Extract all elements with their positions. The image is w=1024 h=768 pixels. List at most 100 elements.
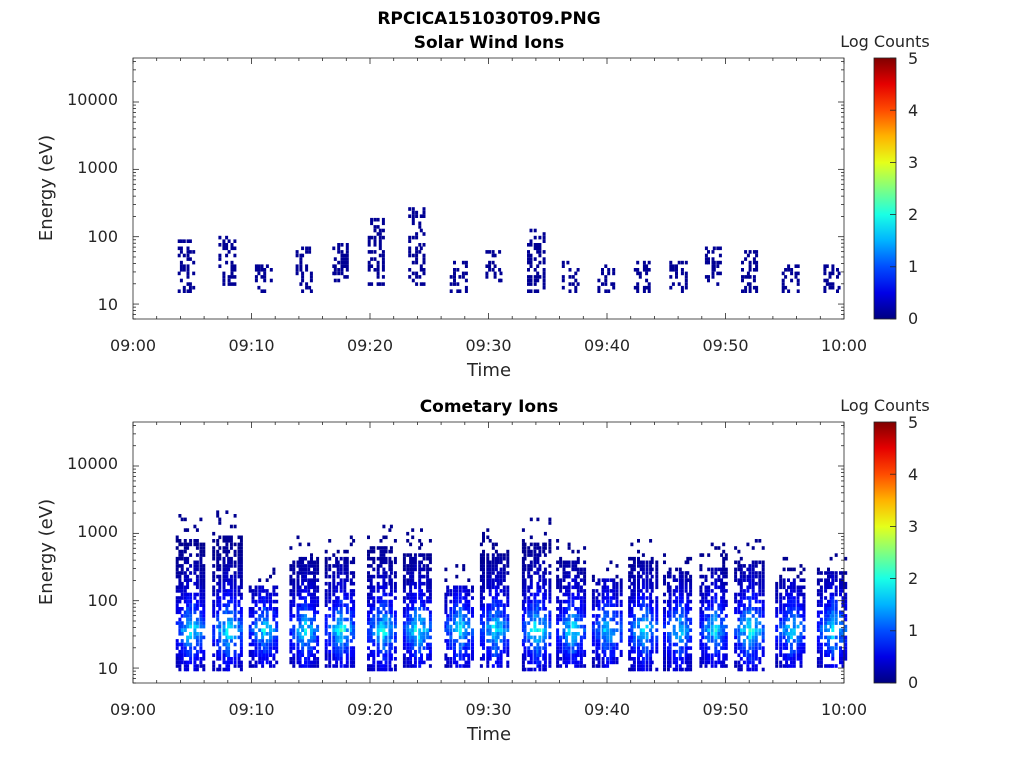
spectrogram-cell: [444, 607, 448, 611]
spectrogram-cell: [462, 614, 466, 618]
spectrogram-cell: [789, 646, 793, 650]
spectrogram-cell: [299, 268, 303, 272]
spectrogram-cell: [202, 596, 206, 600]
spectrogram-cell: [332, 607, 336, 611]
spectrogram-cell: [737, 653, 741, 657]
spectrogram-cell: [258, 660, 262, 665]
spectrogram-cell: [533, 257, 537, 261]
spectrogram-cell: [316, 560, 320, 565]
spectrogram-cell: [402, 607, 406, 611]
spectrogram-cell: [529, 264, 533, 268]
spectrogram-cell: [751, 614, 755, 618]
spectrogram-cell: [724, 642, 728, 647]
spectrogram-cell: [349, 624, 353, 629]
spectrogram-cell: [269, 642, 272, 647]
spectrogram-cell: [799, 603, 803, 607]
spectrogram-cell: [796, 271, 800, 276]
spectrogram-cell: [227, 635, 231, 640]
spectrogram-cell: [307, 624, 311, 629]
spectrogram-cell: [710, 603, 714, 607]
spectrogram-cell: [186, 253, 190, 258]
spectrogram-cell: [567, 646, 571, 650]
spectrogram-cell: [336, 560, 340, 565]
spectrogram-cell: [678, 657, 682, 661]
spectrogram-cell: [714, 610, 718, 615]
spectrogram-cell: [345, 556, 349, 561]
spectrogram-cell: [841, 599, 845, 604]
spectrogram-cell: [409, 639, 413, 643]
spectrogram-cell: [212, 592, 216, 597]
spectrogram-cell: [601, 599, 605, 604]
spectrogram-cell: [799, 657, 803, 661]
spectrogram-cell: [548, 599, 552, 604]
spectrogram-cell: [655, 610, 659, 615]
spectrogram-cell: [409, 553, 413, 557]
spectrogram-cell: [707, 607, 711, 611]
spectrogram-cell: [628, 574, 632, 579]
spectrogram-cell: [372, 657, 376, 661]
spectrogram-cell: [389, 621, 393, 625]
spectrogram-cell: [680, 614, 684, 618]
spectrogram-cell: [542, 546, 546, 550]
x-tick-label: 10:00: [821, 336, 867, 355]
spectrogram-cell: [669, 285, 673, 290]
x-tick-label: 09:40: [584, 700, 630, 719]
spectrogram-cell: [834, 664, 838, 668]
spectrogram-cell: [521, 657, 525, 661]
spectrogram-cell: [562, 564, 566, 568]
spectrogram-cell: [218, 564, 222, 568]
spectrogram-cell: [689, 599, 693, 604]
spectrogram-cell: [714, 635, 718, 640]
spectrogram-cell: [316, 589, 320, 593]
spectrogram-cell: [422, 639, 426, 643]
spectrogram-cell: [453, 592, 456, 597]
spectrogram-cell: [178, 617, 182, 622]
spectrogram-cell: [411, 653, 415, 657]
spectrogram-cell: [816, 567, 820, 572]
spectrogram-cell: [251, 596, 255, 600]
spectrogram-cell: [754, 617, 758, 622]
spectrogram-cell: [193, 539, 197, 543]
spectrogram-cell: [612, 268, 616, 272]
spectrogram-cell: [527, 549, 531, 554]
spectrogram-cell: [603, 614, 607, 618]
spectrogram-cell: [606, 624, 610, 629]
spectrogram-cell: [339, 628, 343, 632]
spectrogram-cell: [301, 649, 305, 654]
spectrogram-cell: [615, 599, 619, 604]
spectrogram-cell: [574, 271, 578, 276]
spectrogram-cell: [382, 574, 386, 579]
spectrogram-cell: [680, 624, 684, 629]
spectrogram-cell: [668, 657, 672, 661]
spectrogram-cell: [499, 657, 503, 661]
spectrogram-cell: [819, 578, 823, 582]
spectrogram-cell: [686, 556, 690, 561]
spectrogram-cell: [649, 653, 653, 657]
spectrogram-cell: [494, 564, 498, 568]
spectrogram-cell: [748, 660, 752, 665]
spectrogram-cell: [655, 599, 659, 604]
spectrogram-cell: [225, 649, 229, 654]
spectrogram-cell: [453, 639, 456, 643]
spectrogram-cell: [192, 285, 196, 290]
spectrogram-cell: [675, 642, 679, 647]
spectrogram-cell: [310, 560, 313, 565]
spectrogram-cell: [340, 271, 344, 276]
spectrogram-cell: [601, 268, 604, 272]
spectrogram-cell: [458, 589, 462, 593]
spectrogram-cell: [714, 632, 718, 636]
spectrogram-cell: [352, 632, 356, 636]
spectrogram-cell: [538, 599, 542, 604]
spectrogram-cell: [352, 621, 356, 625]
spectrogram-cell: [604, 275, 608, 279]
spectrogram-cell: [339, 660, 343, 665]
spectrogram-cell: [718, 271, 722, 276]
spectrogram-cell: [663, 553, 666, 557]
spectrogram-cell: [239, 614, 243, 618]
spectrogram-cell: [381, 260, 385, 265]
spectrogram-cell: [324, 581, 328, 586]
spectrogram-cell: [335, 599, 339, 604]
spectrogram-cell: [491, 617, 495, 622]
spectrogram-cell: [193, 653, 197, 657]
spectrogram-cell: [367, 596, 370, 600]
